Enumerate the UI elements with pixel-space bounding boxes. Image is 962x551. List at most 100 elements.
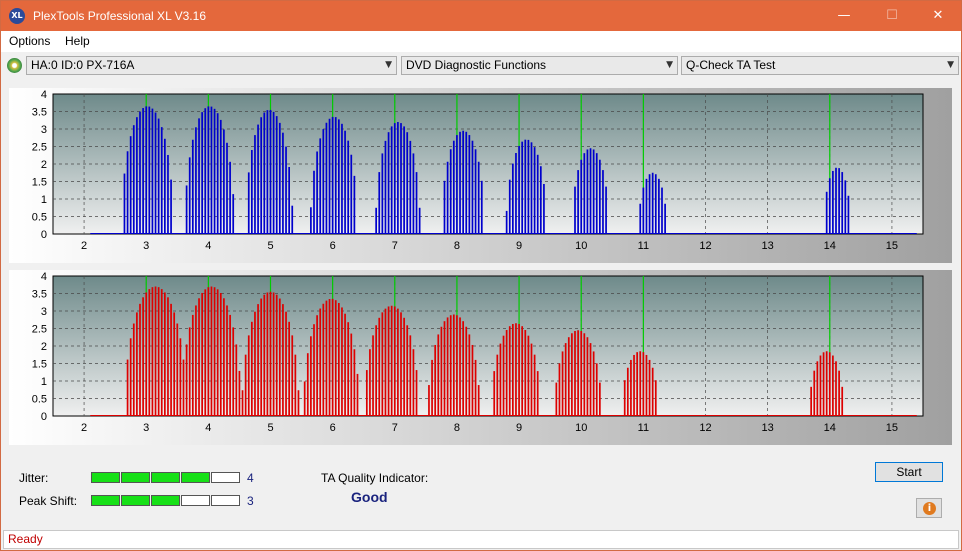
drive-select[interactable]: HA:0 ID:0 PX-716A ▼ [26,56,397,75]
chart-bar [409,335,412,416]
chart-bar [170,179,172,234]
chart-bar [533,354,536,416]
x-tick-label: 9 [516,240,522,252]
chart-bar [191,314,194,416]
chart-bar [210,286,213,416]
chart-bar [263,294,266,416]
chart-bar [462,321,464,416]
chart-bar [493,371,496,416]
chart-bar [437,334,440,416]
chart-bar [142,297,144,416]
jitter-segment [121,472,150,483]
jitter-chart-top: 0 0.5 1 1.5 2 2.5 3 3.5 4 2 3 4 5 6 7 8 9 10 11 12 13 14 15 [9,88,952,263]
chart-bar [443,321,446,416]
chart-bar [397,122,399,234]
function-select[interactable]: DVD Diagnostic Functions ▼ [401,56,678,75]
chart-bar [589,148,592,234]
chart-bar [515,153,517,234]
top-chart-svg: 0 0.5 1 1.5 2 2.5 3 3.5 4 2 3 4 5 6 7 8 9 10 11 12 13 14 15 [9,88,952,263]
y-tick-label: 3.5 [32,107,47,119]
minimize-button[interactable]: — [837,8,851,23]
chart-bar [350,333,353,416]
chart-bar [651,367,654,416]
chart-bar [580,159,583,234]
test-select[interactable]: Q-Check TA Test ▼ [681,56,959,75]
chart-bar [238,370,241,416]
chart-bar [400,123,402,234]
y-tick-label: 3 [41,124,47,136]
menu-help[interactable]: Help [65,34,90,48]
chart-bar [387,306,390,416]
app-logo-icon: XL [9,8,25,24]
chart-bar [154,286,157,416]
chart-bar [524,330,527,416]
chart-bar [583,153,586,234]
chart-bar [263,112,266,234]
y-tick-label: 0.5 [32,394,47,406]
chart-bar [571,333,573,416]
chart-bar [347,322,350,416]
chart-bar [480,180,483,234]
chart-bar [353,175,356,234]
chart-bar [310,207,312,234]
x-tick-label: 9 [516,422,522,434]
y-tick-label: 0 [41,411,47,423]
chart-bar [282,132,284,234]
chart-bar [204,289,207,416]
chart-bar [219,292,222,416]
chart-bar [412,349,415,416]
chart-bar [412,153,415,234]
x-tick-label: 6 [330,422,336,434]
maximize-button[interactable]: ☐ [886,8,898,23]
chart-bar [331,298,334,416]
status-bar: Ready [3,530,959,549]
start-button[interactable]: Start [875,462,943,482]
info-button[interactable]: i [916,498,942,518]
chart-bar [645,178,648,234]
chart-bar [288,166,290,234]
chart-bar [428,385,430,416]
chart-bar [844,180,847,234]
chart-bar [838,370,840,416]
chart-bar [599,159,601,234]
chart-bar [170,303,172,416]
chart-bar [661,187,663,234]
chart-bar [393,123,396,234]
chart-bar [835,361,837,416]
chart-bar [282,304,284,416]
chart-bar [595,363,598,416]
y-tick-label: 2.5 [32,142,47,154]
chart-bar [176,323,179,416]
chart-bar [381,153,384,234]
chevron-down-icon: ▼ [666,60,673,70]
chart-bar [275,116,278,234]
chart-bar [123,173,126,234]
chart-bar [319,138,322,234]
chart-bar [828,178,831,234]
close-button[interactable]: ✕ [932,8,944,23]
chart-bar [434,344,437,416]
results-panel: Jitter: 4 Peak Shift: 3 TA Quality Indic… [9,451,952,525]
chart-bar [847,195,850,234]
menu-options[interactable]: Options [9,34,51,48]
chart-bar [658,178,660,234]
chart-bar [508,326,511,416]
chart-bar [636,352,638,416]
chart-bar [266,110,269,234]
chart-bar [226,305,228,416]
chart-bar [341,123,343,234]
chart-bar [328,299,331,416]
chart-bar [272,111,275,234]
chart-bar [338,119,340,234]
x-tick-label: 7 [392,240,398,252]
chart-bar [344,130,346,234]
y-tick-label: 2 [41,159,47,171]
chart-bar [639,203,642,234]
chart-bar [555,382,558,416]
chart-bar [403,126,405,234]
x-tick-label: 8 [454,240,460,252]
chart-bar [835,167,837,234]
test-select-value: Q-Check TA Test [686,58,776,72]
ta-quality-label: TA Quality Indicator: [321,471,429,485]
chart-bar [452,140,455,234]
